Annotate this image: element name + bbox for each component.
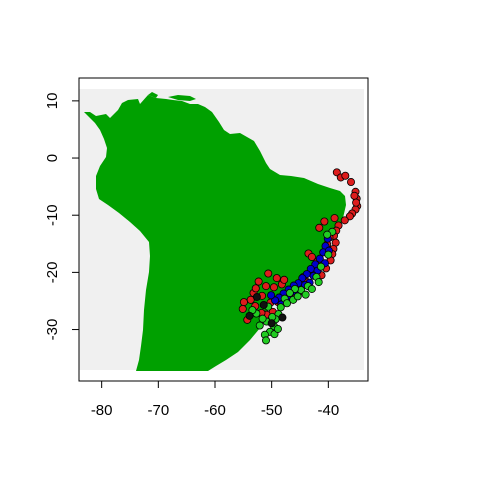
occurrence-point-series-4	[267, 319, 276, 328]
occurrence-point-series-1	[272, 274, 281, 283]
occurrence-point-series-4	[245, 311, 254, 320]
occurrence-point-series-3	[273, 324, 282, 333]
y-axis: 10 0 -10 -20 -30	[44, 93, 80, 341]
y-tick-label: -20	[44, 262, 61, 284]
occurrence-point-series-1	[254, 277, 263, 286]
occurrence-point-series-1	[346, 178, 355, 187]
x-tick-label: -50	[261, 402, 283, 419]
x-tick-label: -40	[317, 402, 339, 419]
occurrence-point-series-1	[352, 198, 361, 207]
occurrence-point-series-3	[324, 250, 333, 259]
occurrence-point-series-3	[293, 292, 302, 301]
occurrence-point-series-1	[239, 298, 248, 307]
y-tick-label: 10	[44, 93, 61, 110]
x-tick-label: -80	[91, 402, 113, 419]
occurrence-point-series-3	[307, 284, 316, 293]
occurrence-point-series-1	[280, 275, 289, 284]
occurrence-point-series-1	[340, 216, 349, 225]
occurrence-point-series-4	[278, 313, 287, 322]
occurrence-point-series-2	[267, 291, 276, 300]
occurrence-point-series-1	[320, 217, 329, 226]
occurrence-point-series-1	[315, 223, 324, 232]
south-america-landmass	[84, 95, 346, 371]
occurrence-point-series-3	[323, 230, 332, 239]
occurrence-point-series-1	[238, 304, 247, 313]
occurrence-point-series-3	[316, 262, 325, 271]
occurrence-point-series-3	[261, 336, 270, 345]
occurrence-point-series-1	[330, 214, 339, 223]
occurrence-point-series-1	[350, 191, 359, 200]
occurrence-point-series-1	[341, 171, 350, 180]
occurrence-point-series-4	[259, 300, 268, 309]
peninsula-north	[148, 92, 158, 98]
occurrence-point-series-3	[285, 288, 294, 297]
caribbean-coast-strip	[168, 95, 196, 101]
occurrence-point-series-2	[315, 254, 324, 263]
occurrence-point-series-3	[255, 321, 264, 330]
occurrence-point-series-1	[251, 284, 260, 293]
occurrence-point-series-1	[261, 282, 270, 291]
occurrence-point-series-3	[282, 299, 291, 308]
occurrence-points	[238, 168, 362, 345]
y-tick-label: -30	[44, 319, 61, 341]
x-tick-label: -60	[204, 402, 226, 419]
occurrence-point-series-1	[269, 283, 278, 292]
occurrence-point-series-1	[264, 269, 273, 278]
x-tick-label: -70	[147, 402, 169, 419]
y-tick-label: 0	[44, 154, 61, 162]
occurrence-point-series-1	[307, 252, 316, 261]
occurrence-point-series-3	[314, 278, 323, 287]
occurrence-point-series-4	[252, 292, 261, 301]
occurrence-point-series-3	[258, 314, 267, 323]
y-tick-label: -10	[44, 204, 61, 226]
occurrence-point-series-3	[301, 290, 310, 299]
x-axis: -80 -70 -60 -50 -40	[91, 380, 339, 419]
